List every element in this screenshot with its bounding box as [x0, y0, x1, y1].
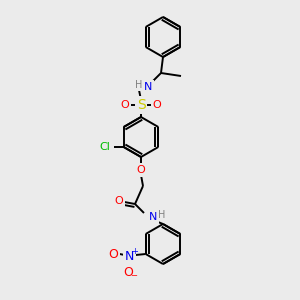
Text: O: O — [115, 196, 123, 206]
Text: +: + — [131, 247, 138, 256]
Text: −: − — [130, 272, 137, 280]
Text: N: N — [149, 212, 157, 222]
Text: O: O — [109, 248, 118, 260]
Text: H: H — [158, 210, 166, 220]
Text: O: O — [153, 100, 161, 110]
Text: Cl: Cl — [99, 142, 110, 152]
Text: H: H — [135, 80, 143, 90]
Text: O: O — [124, 266, 134, 278]
Text: S: S — [136, 98, 146, 112]
Text: O: O — [136, 165, 146, 175]
Text: O: O — [121, 100, 129, 110]
Text: N: N — [144, 82, 152, 92]
Text: N: N — [125, 250, 134, 262]
